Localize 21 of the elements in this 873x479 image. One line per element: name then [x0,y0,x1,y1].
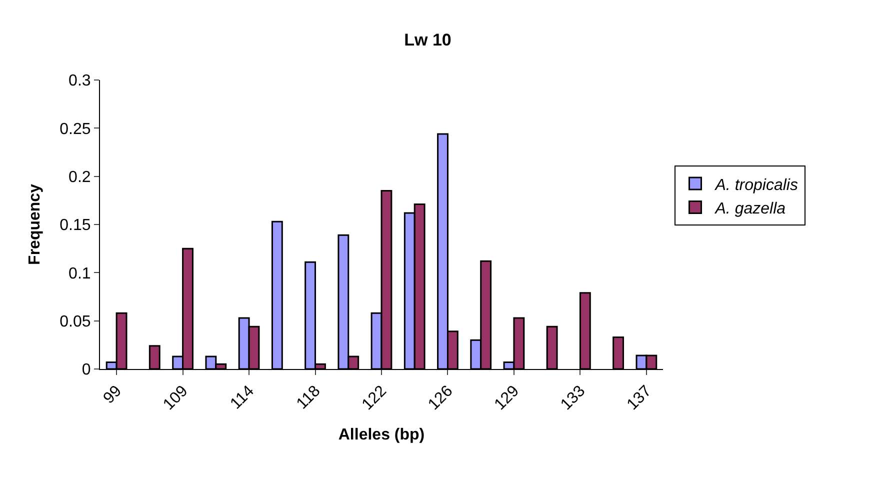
y-tick-label: 0.15 [60,217,91,234]
y-tick-label: 0 [82,362,91,379]
y-tick-label: 0.3 [68,72,91,90]
x-tick-label: 126 [425,382,456,414]
x-tick-label: 114 [227,382,258,413]
x-tick-label: 129 [492,382,523,414]
x-tick-label: 122 [359,382,390,414]
x-tick-label: 99 [100,382,126,408]
chart-title: Lw 10 [404,30,452,50]
legend-label: A. tropicalis [714,176,798,194]
x-tick-label: 137 [624,382,655,414]
x-tick-label: 118 [294,382,324,413]
y-tick-label: 0.05 [60,313,91,330]
x-tick-label: 109 [160,382,192,414]
y-tick-label: 0.2 [68,168,91,186]
y-axis-title: Frequency [26,184,44,265]
y-tick-label: 0.1 [68,265,91,282]
x-tick-label: 133 [558,382,589,414]
legend-label: A. gazella [714,200,786,218]
y-tick-label: 0.25 [60,120,91,138]
x-axis-title: Alleles (bp) [338,426,425,444]
